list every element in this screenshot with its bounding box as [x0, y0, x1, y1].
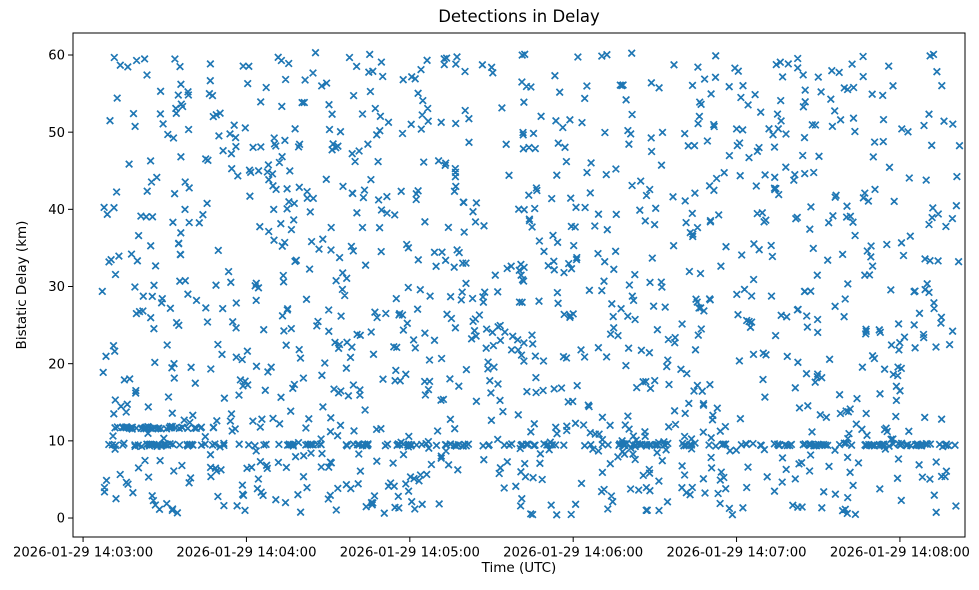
y-tick-label: 0 — [57, 512, 65, 527]
y-tick-label: 50 — [48, 126, 65, 141]
y-tick-label: 60 — [48, 49, 65, 64]
x-axis-label: Time (UTC) — [481, 560, 557, 576]
x-tick-label: 2026-01-29 14:04:00 — [176, 546, 316, 561]
x-tick-label: 2026-01-29 14:05:00 — [340, 546, 480, 561]
x-tick-label: 2026-01-29 14:03:00 — [13, 546, 153, 561]
y-tick-label: 30 — [48, 280, 65, 295]
x-tick-label: 2026-01-29 14:07:00 — [667, 546, 807, 561]
y-tick-label: 10 — [48, 434, 65, 449]
scatter-points — [98, 48, 964, 519]
x-tick-label: 2026-01-29 14:06:00 — [503, 546, 643, 561]
chart-title: Detections in Delay — [438, 7, 600, 26]
y-tick-label: 20 — [48, 357, 65, 372]
x-tick-label: 2026-01-29 14:08:00 — [830, 546, 970, 561]
axes-frame — [72, 32, 966, 538]
y-axis-label: Bistatic Delay (km) — [14, 220, 30, 350]
y-tick-label: 40 — [48, 203, 65, 218]
